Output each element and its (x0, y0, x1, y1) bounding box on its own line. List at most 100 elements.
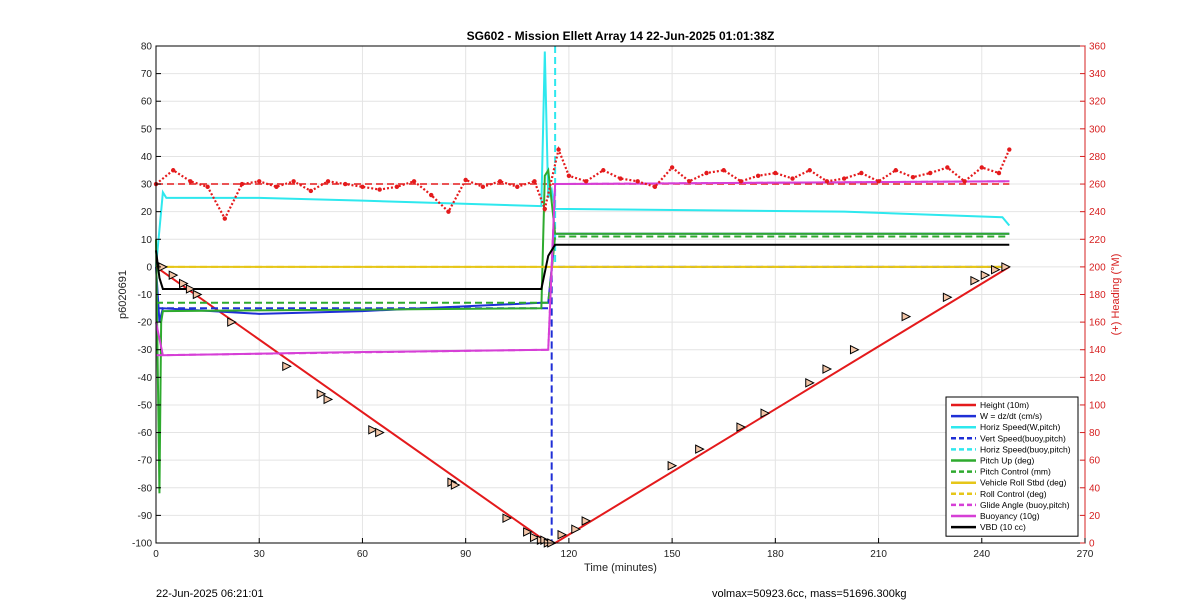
direction-marker (849, 344, 860, 355)
heading-point (377, 187, 382, 192)
x-tick-label: 30 (254, 549, 266, 560)
heading-point (790, 176, 795, 181)
y-tick-label: -20 (138, 318, 153, 329)
x-tick-label: 60 (357, 549, 369, 560)
direction-marker (282, 361, 292, 372)
direction-marker (375, 427, 385, 438)
x-tick-label: 90 (460, 549, 472, 560)
y-tick-label: -10 (138, 290, 153, 301)
y2-tick-label: 0 (1089, 539, 1095, 550)
heading-point (239, 181, 245, 187)
heading-point (343, 181, 348, 187)
y2-tick-label: 20 (1089, 511, 1101, 522)
heading-point (274, 184, 279, 190)
direction-marker (323, 394, 334, 405)
heading-point (515, 184, 520, 190)
heading-point (497, 179, 503, 184)
direction-marker (192, 289, 203, 300)
series-layer (153, 46, 1012, 548)
heading-point (257, 179, 262, 184)
direction-marker (695, 444, 705, 454)
direction-marker (523, 527, 533, 537)
direction-marker (168, 270, 179, 280)
heading-point (876, 179, 881, 184)
direction-marker (805, 378, 815, 388)
legend-box (945, 396, 1079, 537)
y2-tick-label: 240 (1089, 207, 1106, 218)
heading-point (824, 179, 830, 184)
legend-label: Buoyancy (10g) (980, 511, 1040, 521)
direction-marker (1001, 262, 1011, 272)
x-tick-label: 0 (153, 549, 159, 560)
legend-label: Glide Angle (buoy,pitch) (980, 500, 1070, 510)
heading-point (429, 192, 434, 198)
heading-point (893, 168, 898, 173)
direction-marker (502, 513, 513, 523)
y-tick-label: -40 (138, 373, 153, 384)
y2-tick-label: 180 (1089, 290, 1106, 301)
heading-point (738, 179, 744, 184)
heading-point (360, 184, 365, 190)
heading-point (962, 179, 967, 184)
heading-point (556, 147, 561, 152)
x-tick-label: 180 (767, 549, 784, 560)
heading-point (618, 176, 623, 181)
heading-point (635, 179, 640, 184)
heading-point (394, 184, 400, 190)
direction-marker (557, 529, 568, 540)
heading-point (945, 165, 950, 170)
axes: 0 30 60 90 120 150 180 210 240 270 80 70 60 50 40 30 20 1… (132, 42, 1106, 561)
legend: Height (10m)W = dz/dt (cm/s)Horiz Speed(… (945, 396, 1079, 537)
heading-point (171, 168, 176, 173)
heading-point (841, 176, 847, 181)
y2-tick-label: 220 (1089, 235, 1106, 246)
heading-point (566, 173, 572, 178)
direction-marker (227, 317, 237, 327)
y2-tick-label: 120 (1089, 373, 1106, 384)
direction-marker (942, 292, 953, 303)
direction-marker (179, 278, 189, 289)
y2-tick-label: 40 (1089, 483, 1101, 494)
y2-tick-label: 60 (1089, 456, 1101, 467)
heading-point (601, 168, 606, 173)
y-tick-label: 10 (141, 235, 153, 246)
y-tick-label: -60 (138, 428, 153, 439)
y-tick-label: 20 (141, 207, 153, 218)
y2-tick-label: 300 (1089, 124, 1106, 135)
chart-title: SG602 - Mission Ellett Array 14 22-Jun-2… (467, 29, 775, 43)
y-tick-label: 0 (146, 262, 152, 273)
heading-point (411, 179, 417, 184)
heading-point (532, 179, 537, 184)
x-tick-label: 120 (561, 549, 578, 560)
series-line-5 (155, 167, 1010, 494)
direction-marker (581, 516, 592, 526)
direction-marker (980, 270, 991, 280)
y-tick-label: -90 (138, 511, 153, 522)
x-axis-label: Time (minutes) (584, 562, 657, 574)
heading-line (155, 145, 1011, 221)
y-tick-label: -70 (138, 456, 153, 467)
x-tick-label: 210 (870, 549, 887, 560)
direction-marker (368, 424, 378, 435)
y-tick-label: 70 (141, 69, 153, 80)
heading-point (325, 179, 331, 184)
y-tick-label: -30 (138, 345, 153, 356)
direction-marker (529, 532, 540, 543)
direction-marker (970, 275, 981, 286)
y2-tick-label: 260 (1089, 180, 1106, 191)
heading-point (910, 174, 916, 180)
y2-tick-label: 100 (1089, 400, 1106, 411)
legend-label: Height (10m) (980, 400, 1029, 410)
legend-label: Vehicle Roll Stbd (deg) (980, 478, 1067, 488)
y-tick-label: 50 (141, 124, 153, 135)
y-tick-label: 40 (141, 152, 153, 163)
direction-marker (736, 422, 747, 432)
y2-tick-label: 160 (1089, 318, 1106, 329)
direction-marker (667, 460, 678, 471)
series-line-6 (156, 235, 1010, 304)
heading-point (480, 184, 486, 190)
heading-point (308, 188, 314, 194)
heading-point (205, 184, 210, 190)
y-tick-label: 80 (141, 42, 153, 53)
legend-label: VBD (10 cc) (980, 522, 1026, 532)
